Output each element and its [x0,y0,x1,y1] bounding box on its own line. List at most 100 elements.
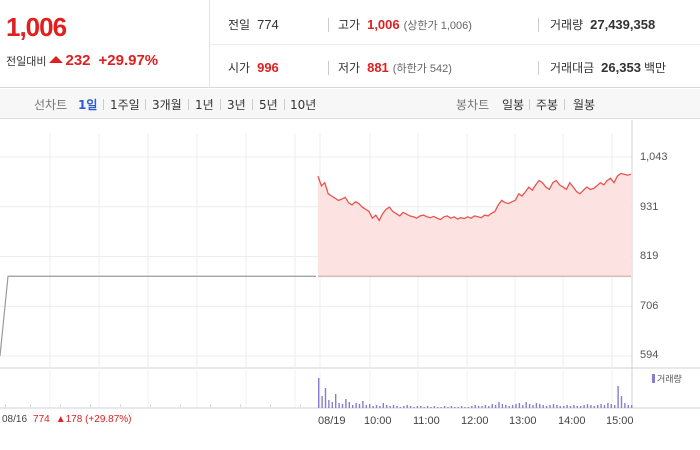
volume-bar [563,406,565,408]
volume-bar [576,406,578,408]
volume-bar [454,407,456,408]
price-area-fill [318,173,631,277]
volume-bar [409,406,412,408]
trade-value-label: 거래대금 [550,61,595,75]
divider [538,18,539,32]
volume-bar [501,404,504,408]
volume-bar [365,405,367,408]
x-tick-label: 08/19 [318,415,346,427]
open-cell: 시가 996 [228,59,279,76]
tab-5year[interactable]: 5년 [259,98,278,112]
volume-bar [471,406,473,408]
price-box: 1,006 전일대비 232 +29.97% [0,0,210,88]
tab-monthly-candle[interactable]: 월봉 [573,98,596,112]
tab-1day[interactable]: 1일 [78,98,98,112]
volume-bar [457,407,459,408]
volume-bar [406,405,408,408]
tab-weekly-candle[interactable]: 주봉 [536,98,559,112]
volume-bar [440,407,442,408]
volume-bar [420,406,422,408]
prev-day-volume-bar [120,404,121,407]
volume-bar [542,405,544,408]
volume-bar [556,405,558,408]
volume-bar [545,406,548,408]
volume-bar [518,403,521,408]
volume-bar [396,406,398,408]
prev-day-volume-bar [270,404,271,407]
tab-divider [284,99,285,110]
volume-bar [603,405,606,408]
tab-1week[interactable]: 1주일 [110,98,140,112]
volume-bar [423,407,425,408]
volume-bar [318,378,320,408]
volume-bar [460,406,463,408]
volume-bar [392,405,395,408]
prev-close-label: 전일 [228,18,251,32]
volume-bar [617,386,619,408]
chart-period-tabs: 선차트 1일 1주일 3개월 1년 3년 5년 10년 봉차트 일봉 주봉 월봉 [0,89,700,119]
volume-bar [426,406,429,408]
volume-bar [437,407,439,408]
volume-bar [477,406,480,408]
y-tick-label: 1,043 [640,151,668,163]
divider [328,18,329,32]
volume-bar [583,405,585,408]
tab-divider [252,99,253,110]
volume-bar [324,388,327,408]
open-label: 시가 [228,61,251,75]
divider [328,61,329,75]
volume-bar [593,406,595,408]
volume-bar [600,404,602,408]
volume-bar [484,405,487,408]
high-value: 1,006 [367,17,400,32]
volume-bar [539,404,541,408]
tab-10year[interactable]: 10년 [290,98,317,112]
volume-bar [620,396,623,408]
volume-bar [631,405,633,408]
volume-bar [552,404,555,408]
volume-bar [580,406,582,408]
x-tick-label: 14:00 [558,415,586,427]
volume-bar [430,407,432,408]
volume-bar [467,407,470,408]
volume-bar [358,404,361,408]
tab-3month[interactable]: 3개월 [152,98,182,112]
x-tick-label: 10:00 [364,415,392,427]
volume-bar [403,406,405,408]
volume-legend-label: 거래량 [657,375,682,385]
volume-bar [491,404,493,408]
y-tick-label: 819 [640,250,659,262]
volume-bar [331,402,333,408]
volume-bar [535,403,538,408]
volume-bar [610,404,612,408]
tab-daily-candle[interactable]: 일봉 [502,98,525,112]
volume-cell: 거래량 27,439,358 [550,16,655,33]
quote-summary: 1,006 전일대비 232 +29.97% 전일 774 고가 1,006 (… [0,0,700,88]
prev-day-volume-bar [300,404,301,407]
high-label: 고가 [338,18,361,32]
prev-day-volume-bar [180,404,181,407]
change-percent: +29.97% [98,52,159,69]
volume-bar [352,405,354,408]
volume-bar [386,405,388,408]
volume-bar [586,404,589,408]
volume-bar [369,404,371,408]
volume-bar [559,406,561,408]
volume-bar [372,406,374,408]
trade-value-cell: 거래대금 26,353 백만 [550,59,666,76]
trade-value-unit: 백만 [643,61,667,75]
change-value: 232 [65,52,91,69]
x-tick-label: 11:00 [413,415,440,427]
prev-day-close: 774 [33,414,50,425]
volume-bar [511,405,514,408]
prev-day-volume-bar [150,404,151,407]
tab-divider [220,99,221,110]
volume-bar [597,405,599,408]
volume-swatch [652,374,655,383]
prev-day-change: ▲178 (+29.87%) [55,414,132,425]
y-tick-label: 594 [640,349,659,361]
tab-1year[interactable]: 1년 [195,98,214,112]
volume-bar [345,399,347,408]
volume-bar [532,405,534,408]
tab-3year[interactable]: 3년 [227,98,246,112]
